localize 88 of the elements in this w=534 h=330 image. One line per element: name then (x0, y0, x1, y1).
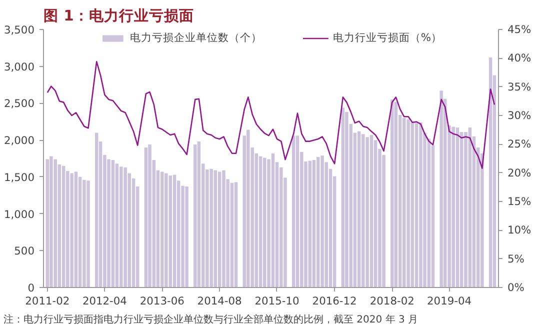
x-tick-label: 2015-10 (254, 294, 300, 308)
bar (452, 126, 455, 288)
bar (402, 118, 406, 288)
x-tick-label: 2012-04 (82, 294, 128, 308)
bar (312, 160, 316, 288)
y-tick-label: 3,000 (4, 60, 35, 74)
bar (107, 159, 110, 288)
bar (222, 170, 226, 288)
x-tick-label: 2019-04 (427, 294, 472, 308)
bar (406, 119, 410, 288)
y-tick-label: 1,500 (4, 170, 35, 184)
bar (70, 173, 74, 288)
bar (320, 156, 324, 288)
bar (394, 102, 398, 288)
y-tick-label: 0 (28, 282, 35, 294)
bar (366, 137, 369, 288)
y2-tick-label: 25% (508, 138, 532, 151)
bar (185, 186, 188, 288)
legend-label: 电力行业亏损面（%） (332, 31, 442, 45)
text: 注：电力行业亏损面指电力行业亏损企业单位数与行业全部单位数的比例，截至 2020 年 3 月 (4, 314, 418, 326)
bar (456, 128, 460, 288)
bar (271, 153, 275, 288)
bar (468, 128, 472, 288)
bar (168, 175, 172, 288)
bar (246, 130, 250, 288)
bar (341, 108, 345, 288)
bar (218, 172, 222, 288)
bar (262, 158, 266, 288)
bar (148, 144, 152, 288)
bar (50, 156, 53, 288)
bar (86, 180, 90, 288)
x-tick-label: 2014-08 (197, 294, 242, 308)
x-tick-label: 2016-12 (312, 294, 357, 308)
y2-tick-label: 35% (508, 80, 532, 94)
bar (95, 132, 98, 288)
y2-tick-label: 40% (508, 52, 532, 65)
bar (210, 168, 213, 288)
y2-tick-label: 15% (508, 195, 532, 208)
line-series (46, 60, 496, 169)
bar (164, 173, 168, 288)
bar (115, 164, 119, 288)
bar (410, 122, 414, 288)
bar (357, 131, 361, 288)
chart-title: 图 1：电力行业亏损面 (44, 8, 194, 24)
bar (62, 166, 66, 288)
bar (120, 166, 123, 288)
bar (370, 134, 374, 288)
bar (362, 134, 365, 288)
x-tick-label: 2013-06 (140, 294, 185, 308)
bar (296, 136, 300, 288)
bar (292, 136, 296, 288)
bar (54, 159, 57, 288)
bar (440, 90, 443, 288)
y2-tick-label: 5% (508, 252, 524, 266)
y-tick-label: 500 (14, 244, 35, 258)
y-tick-label: 2,000 (4, 134, 35, 148)
y2-tick-label: 45% (508, 23, 532, 36)
bar (144, 147, 148, 288)
bar (230, 182, 234, 288)
x-tick-label: 2018-02 (370, 294, 414, 308)
bar (46, 159, 50, 288)
bar (194, 144, 197, 288)
x-tick-label: 2011-02 (25, 294, 70, 308)
y-tick-label: 3,500 (4, 24, 35, 36)
bar (460, 132, 464, 288)
legend-label: 电力亏损企业单位数（个） (130, 31, 262, 45)
bar (111, 160, 115, 288)
bar (82, 180, 86, 288)
bar (414, 123, 418, 288)
y-tick-label: 1,000 (4, 208, 35, 221)
bar (197, 142, 201, 288)
y2-tick-label: 0% (508, 281, 524, 294)
bar (124, 167, 127, 288)
bar (390, 100, 394, 288)
bar (160, 172, 164, 288)
bar (234, 182, 238, 288)
bar (74, 172, 78, 288)
bar (419, 122, 422, 288)
bar (172, 174, 176, 288)
bar (316, 157, 320, 288)
bar (214, 170, 218, 288)
bar (258, 156, 262, 288)
y2-tick-label: 10% (508, 224, 532, 237)
y-tick-label: 2,500 (4, 97, 35, 110)
y2-tick-label: 20% (508, 166, 532, 180)
y2-tick-label: 30% (508, 109, 532, 122)
bar (308, 160, 312, 288)
bar (464, 132, 468, 288)
